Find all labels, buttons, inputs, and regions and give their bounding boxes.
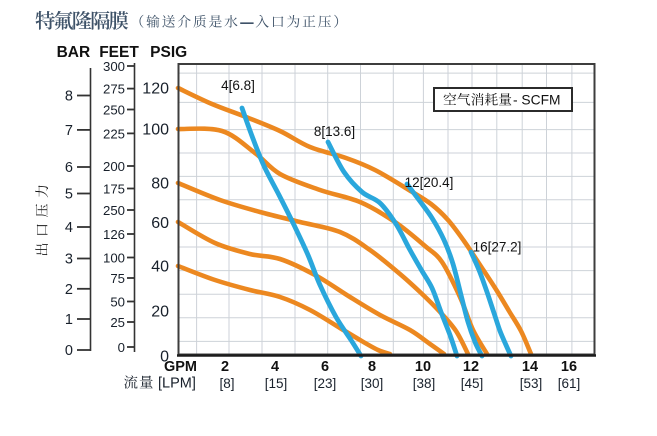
svg-text:100: 100 [103,251,125,266]
svg-text:[23]: [23] [314,376,337,391]
svg-text:80: 80 [151,176,169,193]
svg-text:4: 4 [65,220,73,236]
svg-text:[LPM]: [LPM] [158,376,196,392]
svg-text:120: 120 [142,81,169,98]
svg-text:40: 40 [151,259,169,276]
svg-text:7: 7 [65,123,73,139]
svg-text:16[27.2]: 16[27.2] [473,240,522,255]
svg-text:250: 250 [103,203,125,218]
svg-text:175: 175 [103,182,125,197]
svg-text:[45]: [45] [461,376,484,391]
svg-text:4: 4 [271,359,279,375]
svg-text:300: 300 [103,59,125,74]
svg-text:200: 200 [103,159,125,174]
svg-text:5: 5 [65,187,73,203]
svg-text:1: 1 [65,312,73,328]
svg-text:[38]: [38] [413,376,436,391]
svg-text:GPM: GPM [164,359,197,375]
svg-text:- SCFM: - SCFM [513,93,561,108]
svg-text:100: 100 [142,122,169,139]
svg-text:12: 12 [463,359,479,375]
svg-text:PSIG: PSIG [150,44,187,61]
svg-text:[53]: [53] [520,376,543,391]
svg-text:2: 2 [221,359,229,375]
svg-text:[61]: [61] [558,376,581,391]
svg-text:126: 126 [103,227,125,242]
svg-text:2: 2 [65,282,73,298]
svg-text:0: 0 [160,349,169,366]
svg-text:10: 10 [415,359,431,375]
svg-text:50: 50 [110,295,125,310]
svg-text:250: 250 [103,103,125,118]
svg-text:8: 8 [65,89,73,105]
svg-text:8[13.6]: 8[13.6] [314,124,355,139]
svg-text:16: 16 [561,359,577,375]
svg-text:8: 8 [368,359,376,375]
svg-text:[15]: [15] [265,376,288,391]
svg-text:3: 3 [65,252,73,268]
svg-text:4[6.8]: 4[6.8] [221,78,255,93]
svg-text:14: 14 [522,359,538,375]
svg-text:0: 0 [65,343,73,359]
svg-text:20: 20 [151,304,169,321]
svg-text:12[20.4]: 12[20.4] [405,175,454,190]
svg-text:6: 6 [65,160,73,176]
svg-text:275: 275 [103,82,125,97]
svg-text:25: 25 [110,315,125,330]
svg-text:FEET: FEET [99,44,139,61]
svg-text:[8]: [8] [219,376,234,391]
svg-text:75: 75 [110,271,125,286]
svg-text:BAR: BAR [57,44,91,61]
svg-text:[30]: [30] [361,376,384,391]
svg-text:0: 0 [118,340,125,355]
svg-text:60: 60 [151,215,169,232]
svg-text:6: 6 [321,359,329,375]
svg-text:225: 225 [103,126,125,141]
